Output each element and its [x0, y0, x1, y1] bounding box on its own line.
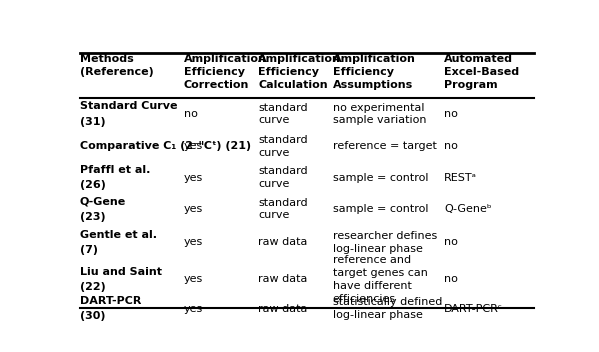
Text: (7): (7)	[80, 245, 98, 255]
Text: Automated
Excel-Based
Program: Automated Excel-Based Program	[444, 55, 519, 90]
Text: Liu and Saint: Liu and Saint	[80, 267, 162, 277]
Text: raw data: raw data	[258, 237, 308, 247]
Text: raw data: raw data	[258, 303, 308, 314]
Text: (26): (26)	[80, 180, 105, 190]
Text: (23): (23)	[80, 212, 105, 221]
Text: Gentle et al.: Gentle et al.	[80, 230, 156, 240]
Text: Amplification
Efficiency
Assumptions: Amplification Efficiency Assumptions	[332, 55, 415, 90]
Text: (30): (30)	[80, 311, 105, 321]
Text: yes: yes	[184, 204, 203, 214]
Text: no: no	[444, 109, 458, 119]
Text: yes: yes	[184, 237, 203, 247]
Text: no: no	[444, 275, 458, 284]
Text: sample = control: sample = control	[332, 204, 428, 214]
Text: standard
curve: standard curve	[258, 166, 308, 189]
Text: reference and
target genes can
have different
efficiencies: reference and target genes can have diff…	[332, 255, 428, 303]
Text: Standard Curve: Standard Curve	[80, 101, 177, 112]
Text: yes: yes	[184, 275, 203, 284]
Text: Amplification
Efficiency
Calculation: Amplification Efficiency Calculation	[258, 55, 341, 90]
Text: standard
curve: standard curve	[258, 135, 308, 158]
Text: yes: yes	[184, 173, 203, 183]
Text: Methods
(Reference): Methods (Reference)	[80, 55, 153, 77]
Text: researcher defines
log-linear phase: researcher defines log-linear phase	[332, 231, 437, 254]
Text: (22): (22)	[80, 282, 105, 292]
Text: no: no	[444, 237, 458, 247]
Text: Q-Geneᵇ: Q-Geneᵇ	[444, 204, 492, 214]
Text: Q-Gene: Q-Gene	[80, 196, 126, 206]
Text: yes: yes	[184, 303, 203, 314]
Text: DART-PCR: DART-PCR	[80, 296, 141, 306]
Text: statistically defined
log-linear phase: statistically defined log-linear phase	[332, 297, 442, 320]
Text: no: no	[444, 141, 458, 151]
Text: Pfaffl et al.: Pfaffl et al.	[80, 165, 150, 175]
Text: Amplification
Efficiency
Correction: Amplification Efficiency Correction	[184, 55, 267, 90]
Text: Comparative C₁ (2⁻ᴵᴵCᵗ) (21): Comparative C₁ (2⁻ᴵᴵCᵗ) (21)	[80, 141, 250, 151]
Text: standard
curve: standard curve	[258, 197, 308, 220]
Text: raw data: raw data	[258, 275, 308, 284]
Text: yes: yes	[184, 141, 203, 151]
Text: no experimental
sample variation: no experimental sample variation	[332, 103, 426, 125]
Text: reference = target: reference = target	[332, 141, 437, 151]
Text: DART-PCRᶜ: DART-PCRᶜ	[444, 303, 503, 314]
Text: RESTᵃ: RESTᵃ	[444, 173, 477, 183]
Text: (31): (31)	[80, 117, 105, 127]
Text: standard
curve: standard curve	[258, 103, 308, 125]
Text: no: no	[184, 109, 198, 119]
Text: sample = control: sample = control	[332, 173, 428, 183]
